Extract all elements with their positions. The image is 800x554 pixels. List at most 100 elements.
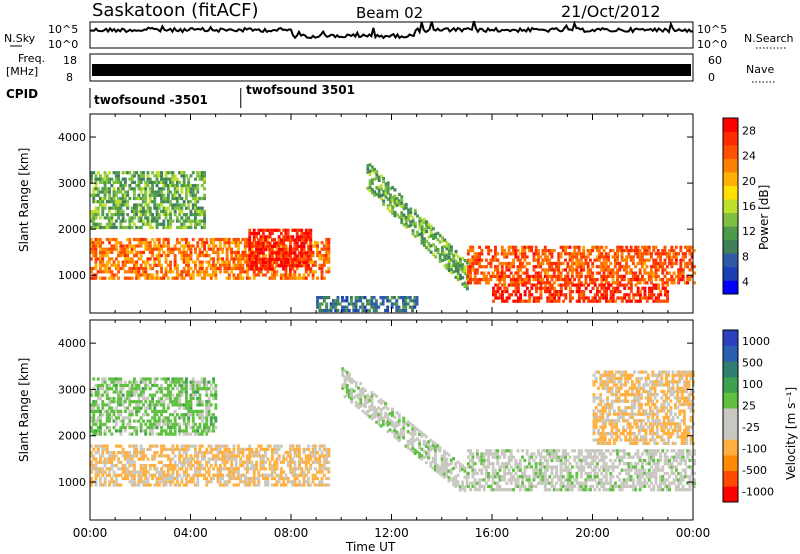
heatmap-cell-65: [105, 260, 109, 264]
heatmap-cell-16: [94, 483, 98, 487]
heatmap-cell-173: [135, 254, 139, 258]
heatmap-cell-434: [209, 476, 213, 481]
heatmap-cell-678: [273, 444, 277, 448]
heatmap-cell-1730: [434, 455, 437, 459]
heatmap-cell-295: [169, 250, 172, 254]
heatmap-cell-1762: [445, 471, 449, 475]
heatmap-cell-1509: [171, 174, 175, 178]
heatmap-cell-2616: [672, 255, 676, 259]
heatmap-cell-1296: [133, 222, 136, 226]
heatmap-cell-1504: [171, 196, 175, 201]
heatmap-cell-1494: [169, 203, 172, 207]
heatmap-cell-149: [128, 241, 132, 245]
heatmap-cell-1711: [382, 176, 386, 181]
heatmap-cell-1094: [135, 426, 139, 430]
heatmap-cell-968: [279, 248, 283, 252]
heatmap-cell-707: [286, 250, 290, 254]
heatmap-cell-185: [137, 237, 141, 242]
heatmap-cell-297: [171, 467, 175, 471]
heatmap-cell-289: [166, 241, 170, 245]
heatmap-cell-725: [289, 460, 292, 464]
heatmap-cell-991: [112, 383, 116, 388]
heatmap-cell-94: [112, 237, 116, 242]
heatmap-cell-445: [214, 270, 218, 274]
heatmap-cell-1770: [447, 469, 451, 473]
heatmap-cell-1907: [459, 264, 462, 268]
heatmap-cell-416: [205, 241, 209, 245]
heatmap-cell-3088: [404, 305, 408, 309]
heatmap-cell-647: [270, 276, 274, 280]
heatmap-cell-1142: [101, 200, 105, 204]
heatmap-cell-2376: [602, 271, 606, 275]
heatmap-cell-1463: [207, 403, 211, 407]
heatmap-cell-385: [198, 270, 202, 274]
heatmap-cell-1106: [94, 213, 98, 217]
heatmap-cell-2738: [528, 293, 532, 297]
heatmap-cell-1738: [436, 447, 440, 451]
heatmap-cell-1407: [196, 387, 200, 391]
heatmap-cell-1242: [164, 393, 168, 397]
heatmap-cell-921: [99, 432, 102, 436]
heatmap-cell-254: [160, 460, 163, 464]
heatmap-cell-234: [153, 444, 157, 448]
heatmap-cell-1115: [139, 426, 143, 430]
heatmap-cell-502: [225, 444, 229, 448]
heatmap-cell-1872: [447, 259, 451, 263]
heatmap-cell-1047: [300, 231, 304, 236]
heatmap-cell-557: [243, 250, 247, 254]
heatmap-cell-2275: [573, 278, 577, 282]
heatmap-cell-1033: [298, 260, 301, 265]
heatmap-cell-414: [205, 254, 209, 258]
heatmap-cell-2011: [491, 255, 495, 259]
heatmap-cell-865: [250, 231, 254, 236]
heatmap-cell-135: [126, 260, 130, 264]
heatmap-cell-340: [182, 451, 186, 455]
heatmap-cell-1503: [171, 203, 175, 207]
heatmap-cell-2758: [539, 283, 543, 287]
heatmap-cell-69: [108, 480, 111, 484]
heatmap-cell-1388: [148, 187, 152, 191]
heatmap-cell-2366: [600, 278, 604, 282]
heatmap-cell-724: [289, 464, 292, 468]
heatmap-cell-1418: [198, 396, 202, 401]
heatmap-cell-1690: [375, 192, 379, 196]
heatmap-cell-2668: [690, 274, 694, 278]
heatmap-cell-2874: [609, 283, 613, 287]
heatmap-cell-1144: [101, 190, 105, 194]
heatmap-cell-1126: [142, 419, 145, 423]
heatmap-cell-1091: [133, 377, 136, 381]
heatmap-cell-82: [110, 457, 114, 461]
heatmap-cell-1057: [304, 264, 308, 268]
heatmap-cell-926: [99, 416, 102, 420]
heatmap-cell-2017: [494, 252, 497, 256]
heatmap-cell-960: [105, 387, 109, 391]
heatmap-cell-576: [246, 460, 249, 464]
heatmap-cell-145: [130, 483, 134, 487]
heatmap-cell-553: [239, 457, 243, 461]
heatmap-cell-582: [248, 476, 252, 481]
heatmap-cell-1023: [119, 403, 123, 407]
heatmap-cell-682: [275, 467, 279, 471]
heatmap-cell-581: [250, 247, 254, 251]
heatmap-cell-29: [96, 270, 100, 274]
heatmap-cell-1971: [478, 281, 482, 285]
heatmap-cell-480: [221, 454, 225, 458]
heatmap-cell-362: [189, 257, 193, 261]
heatmap-cell-1387: [148, 190, 152, 194]
heatmap-cell-818: [320, 247, 324, 251]
heatmap-cell-1025: [119, 396, 123, 401]
heatmap-cell-2776: [550, 286, 554, 290]
heatmap-cell-916: [264, 235, 267, 239]
heatmap-cell-244: [157, 476, 161, 481]
heatmap-cell-1742: [438, 465, 442, 469]
heatmap-cell-342: [182, 444, 186, 448]
heatmap-cell-0: [90, 483, 93, 487]
heatmap-cell-305: [173, 467, 177, 471]
heatmap-cell-1134: [142, 377, 145, 381]
heatmap-cell-2423: [616, 271, 619, 275]
heatmap-cell-207: [144, 464, 148, 468]
heatmap-cell-1180: [153, 419, 157, 423]
heatmap-cell-92: [112, 247, 116, 251]
heatmap-cell-2123: [525, 271, 529, 275]
heatmap-cell-762: [298, 467, 301, 471]
